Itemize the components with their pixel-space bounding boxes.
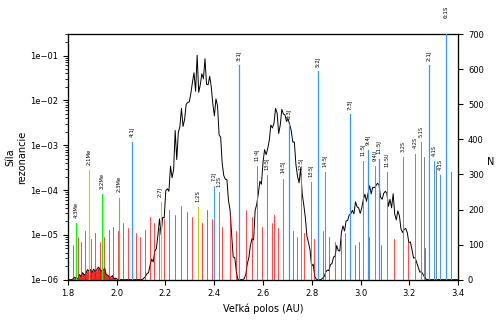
Text: 4:1S: 4:1S: [438, 158, 442, 170]
Text: 14:5J: 14:5J: [280, 161, 285, 173]
Text: 3:1J: 3:1J: [236, 51, 242, 61]
Text: 9:4U: 9:4U: [372, 149, 378, 161]
Text: 1:2S: 1:2S: [216, 176, 221, 187]
Text: 12:5J: 12:5J: [298, 157, 304, 170]
Text: 5:2J: 5:2J: [316, 56, 320, 67]
Text: 4:1J: 4:1J: [130, 127, 135, 137]
Text: 6:1S: 6:1S: [444, 6, 448, 18]
Text: 4:1S: 4:1S: [432, 145, 437, 156]
Text: 2:1J: 2:1J: [426, 51, 431, 61]
Text: 7:3J: 7:3J: [348, 99, 353, 109]
Text: 3:2S: 3:2S: [401, 141, 406, 152]
Text: 2:7J: 2:7J: [158, 187, 163, 196]
Text: 11:5J: 11:5J: [376, 140, 382, 154]
Text: 13:5J: 13:5J: [309, 164, 314, 177]
Text: 2:3Me: 2:3Me: [116, 176, 121, 192]
Text: 4:3Me: 4:3Me: [74, 202, 79, 218]
Text: 11:5U: 11:5U: [385, 153, 390, 167]
Y-axis label: Síla
rezonancie: Síla rezonancie: [6, 130, 27, 184]
Y-axis label: N: N: [487, 157, 494, 167]
Text: 1:2S: 1:2S: [196, 190, 201, 202]
Text: 9:4J: 9:4J: [366, 135, 370, 145]
Text: 11:5J: 11:5J: [360, 143, 366, 156]
Text: 2:1Me: 2:1Me: [87, 148, 92, 165]
X-axis label: Veľká polos (AU): Veľká polos (AU): [222, 304, 303, 315]
Text: 4:2S: 4:2S: [412, 138, 418, 148]
Text: 7:2J: 7:2J: [211, 172, 216, 181]
Text: 3:2Me: 3:2Me: [100, 172, 104, 189]
Text: 8:3J: 8:3J: [286, 109, 292, 119]
Text: 5:1S: 5:1S: [418, 125, 423, 137]
Text: 13:5J: 13:5J: [265, 157, 270, 170]
Text: 14:5J: 14:5J: [323, 155, 328, 167]
Text: 11:4J: 11:4J: [254, 148, 260, 161]
